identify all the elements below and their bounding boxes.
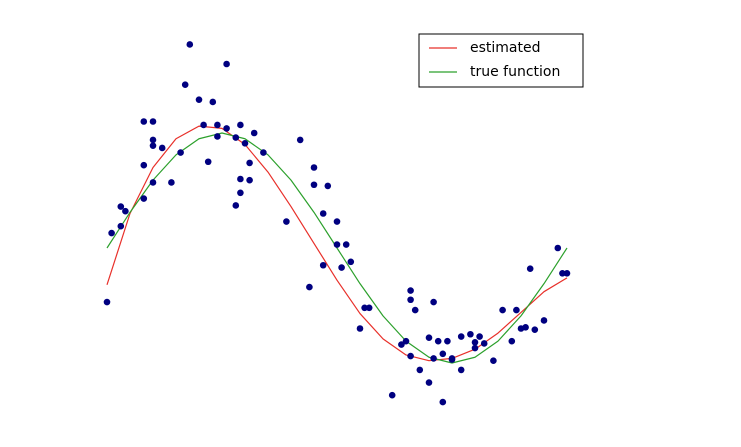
point — [444, 337, 451, 345]
point — [223, 125, 230, 132]
legend-box — [418, 33, 584, 88]
point — [241, 140, 249, 147]
point — [416, 366, 424, 374]
point — [223, 60, 230, 68]
point — [338, 264, 345, 271]
point — [204, 158, 212, 166]
point — [177, 149, 184, 156]
point — [407, 352, 414, 360]
point — [430, 298, 437, 306]
point — [103, 298, 111, 306]
point — [195, 96, 203, 103]
point — [513, 306, 520, 314]
point — [411, 306, 419, 314]
point — [425, 379, 433, 386]
point — [361, 304, 368, 312]
point — [333, 241, 341, 248]
point — [237, 189, 244, 197]
point — [439, 398, 447, 406]
point — [214, 121, 221, 129]
point — [209, 98, 217, 106]
point — [407, 287, 414, 294]
point — [342, 241, 350, 248]
point — [122, 207, 129, 215]
point — [232, 202, 240, 209]
legend-label: true function — [470, 64, 560, 80]
point — [214, 133, 221, 140]
point — [490, 357, 497, 365]
point — [457, 333, 465, 340]
point — [149, 142, 157, 149]
line — [106, 132, 568, 364]
point — [457, 366, 465, 374]
point — [531, 326, 539, 333]
point — [186, 41, 194, 48]
point — [388, 391, 396, 399]
point — [158, 144, 166, 152]
point — [117, 222, 125, 230]
point — [310, 181, 318, 189]
point — [200, 121, 207, 129]
point — [232, 134, 240, 141]
point — [149, 136, 157, 144]
point — [310, 164, 318, 171]
point — [540, 317, 548, 324]
point — [448, 356, 456, 363]
point — [499, 306, 506, 314]
point — [526, 265, 534, 273]
point — [430, 355, 437, 362]
point — [425, 334, 433, 342]
point — [149, 179, 157, 186]
point — [246, 176, 253, 184]
point — [398, 341, 405, 348]
point — [356, 325, 364, 332]
point — [140, 161, 148, 169]
point — [283, 218, 290, 225]
point — [149, 118, 157, 125]
legend: estimated true function — [418, 33, 584, 88]
point — [250, 129, 258, 137]
point — [439, 350, 447, 358]
point — [554, 244, 562, 252]
point — [260, 149, 267, 156]
point — [407, 296, 414, 304]
point — [324, 182, 332, 190]
point — [108, 229, 115, 237]
point — [168, 179, 175, 186]
point — [333, 218, 341, 225]
point — [319, 210, 327, 217]
line — [106, 125, 568, 362]
legend-label: estimated — [470, 40, 541, 56]
point — [237, 175, 244, 183]
point — [181, 81, 189, 88]
point — [365, 304, 373, 312]
point — [476, 333, 483, 340]
point — [522, 324, 529, 331]
point — [559, 270, 566, 277]
point — [480, 340, 488, 347]
point — [246, 159, 253, 167]
point — [140, 118, 148, 125]
point — [296, 136, 304, 144]
point — [237, 121, 244, 129]
point — [467, 330, 474, 338]
point — [140, 195, 148, 202]
point — [434, 337, 442, 345]
point — [471, 344, 479, 352]
point — [319, 261, 327, 269]
point — [508, 337, 516, 345]
point — [347, 258, 355, 266]
point — [563, 270, 571, 277]
point — [402, 337, 410, 345]
point — [117, 203, 125, 210]
point — [306, 283, 313, 291]
point — [471, 339, 479, 346]
